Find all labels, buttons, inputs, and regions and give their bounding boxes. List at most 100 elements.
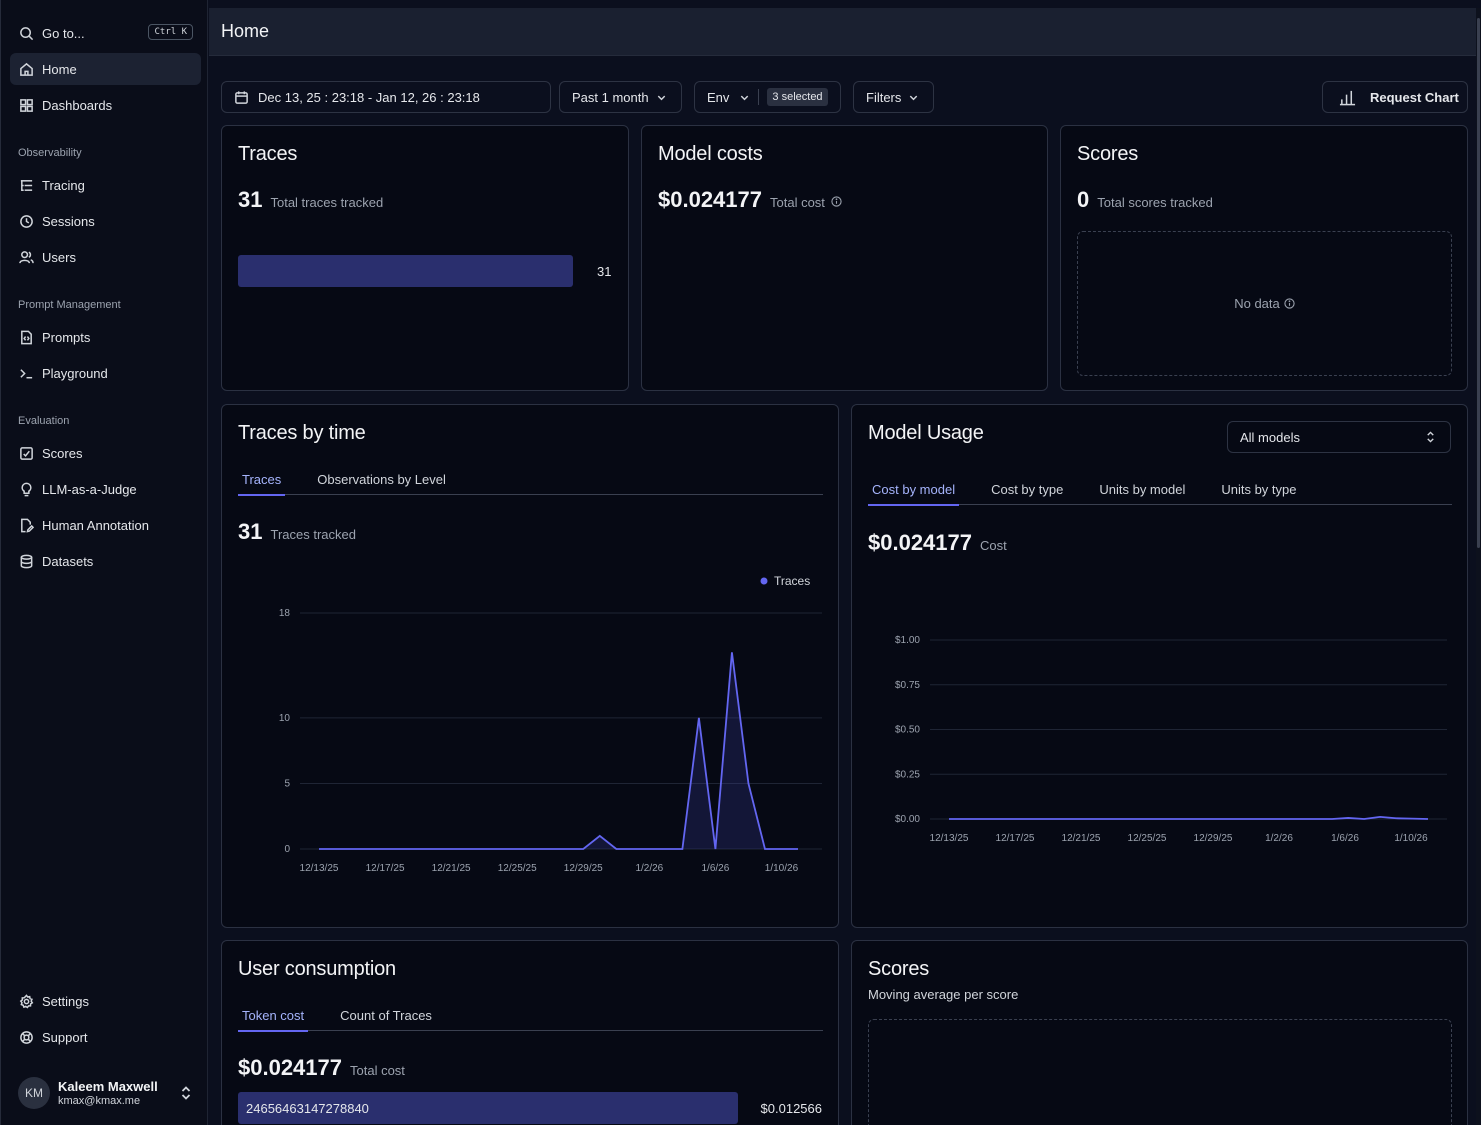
traces-by-time-card: Traces by time Traces Observations by Le… — [221, 404, 839, 928]
chevrons-up-down-icon — [1425, 430, 1436, 444]
legend-label: Traces — [774, 574, 810, 588]
tab-units-by-type[interactable]: Units by type — [1221, 481, 1297, 497]
date-range-value: Dec 13, 25 : 23:18 - Jan 12, 26 : 23:18 — [258, 89, 480, 105]
sidebar-item-label: Playground — [42, 365, 108, 381]
user-bar: 24656463147278840 — [238, 1092, 738, 1124]
model-select[interactable]: All models — [1227, 421, 1451, 453]
x-tick-label: 1/6/26 — [1331, 833, 1359, 844]
sidebar-item-playground[interactable]: Playground — [10, 357, 201, 389]
sidebar-item-tracing[interactable]: Tracing — [10, 169, 201, 201]
filters-label: Filters — [866, 89, 902, 105]
user-consumption-metric: $0.024177 Total cost — [238, 1055, 405, 1081]
list-tree-icon — [18, 177, 34, 193]
filters-button[interactable]: Filters — [853, 81, 934, 113]
user-consumption-tabs: Token cost Count of Traces — [238, 999, 823, 1032]
divider — [758, 89, 760, 105]
date-range-picker[interactable]: Dec 13, 25 : 23:18 - Jan 12, 26 : 23:18 — [221, 81, 551, 113]
sidebar-item-settings[interactable]: Settings — [10, 985, 201, 1017]
user-consumption-label: Total cost — [350, 1063, 405, 1078]
y-tick-label: $0.50 — [895, 725, 920, 736]
tab-observations-by-level[interactable]: Observations by Level — [317, 471, 446, 487]
scores-count-label: Total scores tracked — [1097, 195, 1213, 210]
goto-search[interactable]: Go to... Ctrl K — [10, 17, 201, 49]
x-tick-label: 12/29/25 — [1194, 833, 1233, 844]
period-value: Past 1 month — [572, 89, 649, 105]
file-code-icon — [18, 329, 34, 345]
goto-shortcut: Ctrl K — [148, 24, 193, 40]
sidebar-item-label: Settings — [42, 993, 89, 1009]
sidebar-item-scores[interactable]: Scores — [10, 437, 201, 469]
sidebar-item-label: Users — [42, 249, 76, 265]
sidebar-item-support[interactable]: Support — [10, 1021, 201, 1053]
user-consumption-card: User consumption Token cost Count of Tra… — [221, 940, 839, 1125]
info-icon[interactable] — [831, 196, 842, 207]
info-icon[interactable] — [1284, 298, 1295, 309]
tab-units-by-model[interactable]: Units by model — [1099, 481, 1186, 497]
card-title: Scores — [868, 958, 930, 980]
x-tick-label: 12/21/25 — [432, 863, 471, 874]
scrollbar-thumb[interactable] — [1477, 18, 1480, 548]
period-select[interactable]: Past 1 month — [559, 81, 682, 113]
bar-chart-icon — [1339, 89, 1356, 106]
sidebar-item-human-annotation[interactable]: Human Annotation — [10, 509, 201, 541]
env-filter[interactable]: Env 3 selected — [694, 81, 841, 113]
sidebar-item-label: Sessions — [42, 213, 95, 229]
scores-empty-state: No data — [1077, 231, 1452, 376]
tab-traces[interactable]: Traces — [238, 463, 286, 496]
model-usage-card: Model Usage All models Cost by model Cos… — [851, 404, 1468, 928]
file-pen-icon — [18, 517, 34, 533]
y-tick-label: $0.25 — [895, 769, 920, 780]
x-tick-label: 12/29/25 — [564, 863, 603, 874]
page-title: Home — [221, 21, 270, 41]
gear-icon — [18, 993, 34, 1009]
y-tick-label: 5 — [284, 778, 290, 789]
traces-card: Traces 31 Total traces tracked 31 — [221, 125, 629, 391]
card-title: Model Usage — [868, 422, 984, 444]
model-usage-tabs: Cost by model Cost by type Units by mode… — [868, 473, 1452, 506]
sidebar-item-datasets[interactable]: Datasets — [10, 545, 201, 577]
traces-time-label: Traces tracked — [270, 527, 356, 542]
sidebar-item-dashboards[interactable]: Dashboards — [10, 89, 201, 121]
sidebar-item-home[interactable]: Home — [10, 53, 201, 85]
sidebar-item-users[interactable]: Users — [10, 241, 201, 273]
tab-cost-by-model[interactable]: Cost by model — [868, 473, 960, 506]
user-email: kmax@kmax.me — [58, 1095, 141, 1107]
sidebar-item-sessions[interactable]: Sessions — [10, 205, 201, 237]
sidebar-item-label: Prompts — [42, 329, 91, 345]
sidebar-item-label: Support — [42, 1029, 88, 1045]
traces-bar-value: 31 — [597, 264, 612, 279]
chevron-down-icon — [656, 92, 667, 103]
tab-cost-by-type[interactable]: Cost by type — [991, 481, 1064, 497]
series-area — [319, 652, 798, 849]
traces-metric: 31 Total traces tracked — [238, 187, 383, 213]
card-title: Scores — [1077, 143, 1139, 165]
x-tick-label: 12/13/25 — [300, 863, 339, 874]
sidebar-item-label: Scores — [42, 445, 83, 461]
request-chart-button[interactable]: Request Chart — [1322, 81, 1468, 113]
tab-token-cost[interactable]: Token cost — [238, 999, 309, 1032]
model-usage-amount: $0.024177 — [868, 530, 972, 555]
cost-line-chart: $0.00 $0.25 $0.50 $0.75 $1.00 12/13/25 12/17/2… — [895, 635, 1447, 844]
sidebar-item-prompts[interactable]: Prompts — [10, 321, 201, 353]
model-costs-card: Model costs $0.024177 Total cost — [641, 125, 1048, 391]
avatar: KM — [18, 1077, 50, 1109]
scores-metric: 0 Total scores tracked — [1077, 187, 1213, 213]
home-icon — [18, 61, 34, 77]
model-usage-label: Cost — [980, 538, 1007, 553]
user-name: Kaleem Maxwell — [58, 1079, 158, 1094]
x-tick-label: 12/25/25 — [498, 863, 537, 874]
scrollbar[interactable] — [1476, 8, 1481, 1125]
x-tick-label: 12/25/25 — [1128, 833, 1167, 844]
user-menu[interactable]: KM Kaleem Maxwell kmax@kmax.me — [18, 1075, 201, 1111]
clock-icon — [18, 213, 34, 229]
page-header: Home — [209, 8, 1476, 56]
model-select-value: All models — [1240, 429, 1300, 445]
model-costs-metric: $0.024177 Total cost — [658, 187, 842, 213]
model-costs-label: Total cost — [770, 195, 825, 210]
x-tick-label: 12/17/25 — [366, 863, 405, 874]
sidebar-item-llm-judge[interactable]: LLM-as-a-Judge — [10, 473, 201, 505]
x-tick-label: 12/17/25 — [996, 833, 1035, 844]
tab-count-of-traces[interactable]: Count of Traces — [340, 1007, 432, 1023]
calendar-icon — [234, 90, 249, 105]
sidebar-item-label: LLM-as-a-Judge — [42, 481, 137, 497]
